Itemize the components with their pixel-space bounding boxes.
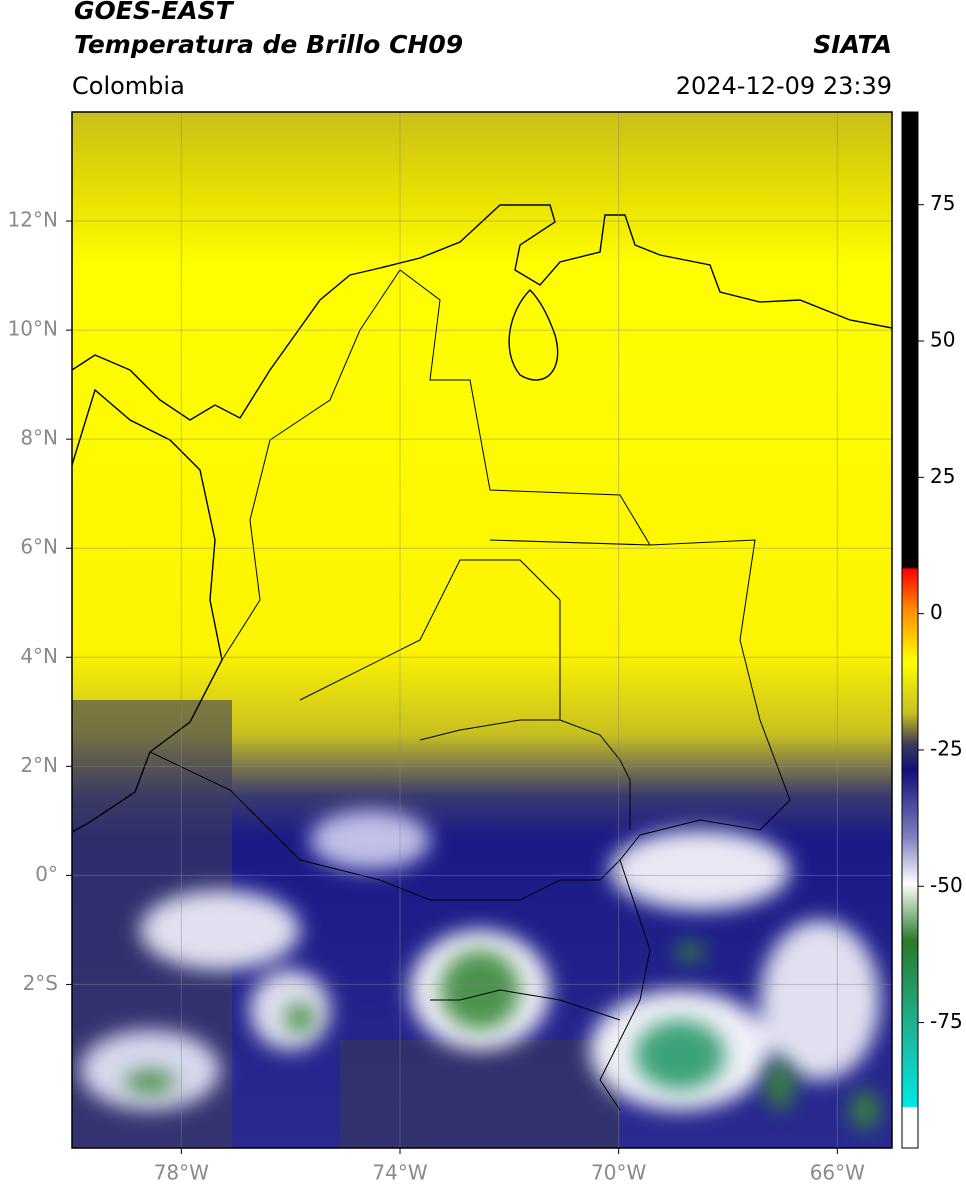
y-tick-label: 2°S bbox=[23, 971, 58, 995]
source: SIATA bbox=[813, 30, 892, 59]
y-tick-label: 0° bbox=[35, 862, 58, 886]
map-frame bbox=[71, 111, 893, 1149]
colorbar-tick-label: -50 bbox=[930, 873, 963, 897]
y-tick-label: 12°N bbox=[8, 208, 58, 232]
border bbox=[299, 539, 651, 720]
border bbox=[149, 751, 621, 901]
y-tick-label: 6°N bbox=[20, 535, 58, 559]
colorbar-tick-label: -25 bbox=[930, 736, 963, 760]
colorbar bbox=[901, 111, 919, 1149]
y-tick-label: 10°N bbox=[8, 317, 58, 341]
x-tick-label: 66°W bbox=[810, 1161, 865, 1185]
coastline bbox=[72, 204, 892, 421]
lake-maracaibo bbox=[508, 289, 559, 381]
colorbar-tick-label: -75 bbox=[930, 1009, 963, 1033]
colorbar-tick-label: 0 bbox=[930, 600, 943, 624]
colorbar-tick-label: 50 bbox=[930, 328, 955, 352]
border bbox=[430, 989, 621, 1021]
colorbar-tick-label: 75 bbox=[930, 191, 955, 215]
region: Colombia bbox=[72, 72, 185, 100]
y-tick-label: 2°N bbox=[20, 753, 58, 777]
satellite-image bbox=[72, 112, 892, 1148]
y-tick-label: 4°N bbox=[20, 644, 58, 668]
colorbar-tick-label: 25 bbox=[930, 464, 955, 488]
subtitle: Temperatura de Brillo CH09 bbox=[74, 30, 463, 59]
x-tick-label: 74°W bbox=[372, 1161, 427, 1185]
x-tick-label: 70°W bbox=[591, 1161, 646, 1185]
title: GOES-EAST bbox=[74, 0, 235, 25]
datetime: 2024-12-09 23:39 bbox=[676, 72, 892, 100]
y-tick-label: 8°N bbox=[20, 426, 58, 450]
pacific-coast bbox=[72, 388, 223, 833]
border bbox=[419, 719, 631, 830]
x-tick-label: 78°W bbox=[154, 1161, 209, 1185]
